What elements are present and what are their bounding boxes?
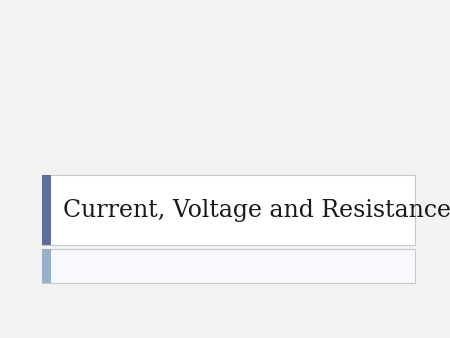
Bar — [42, 249, 415, 283]
Bar — [42, 175, 51, 245]
Text: Current, Voltage and Resistance: Current, Voltage and Resistance — [63, 198, 450, 221]
Bar — [42, 175, 415, 245]
Bar — [42, 249, 51, 283]
